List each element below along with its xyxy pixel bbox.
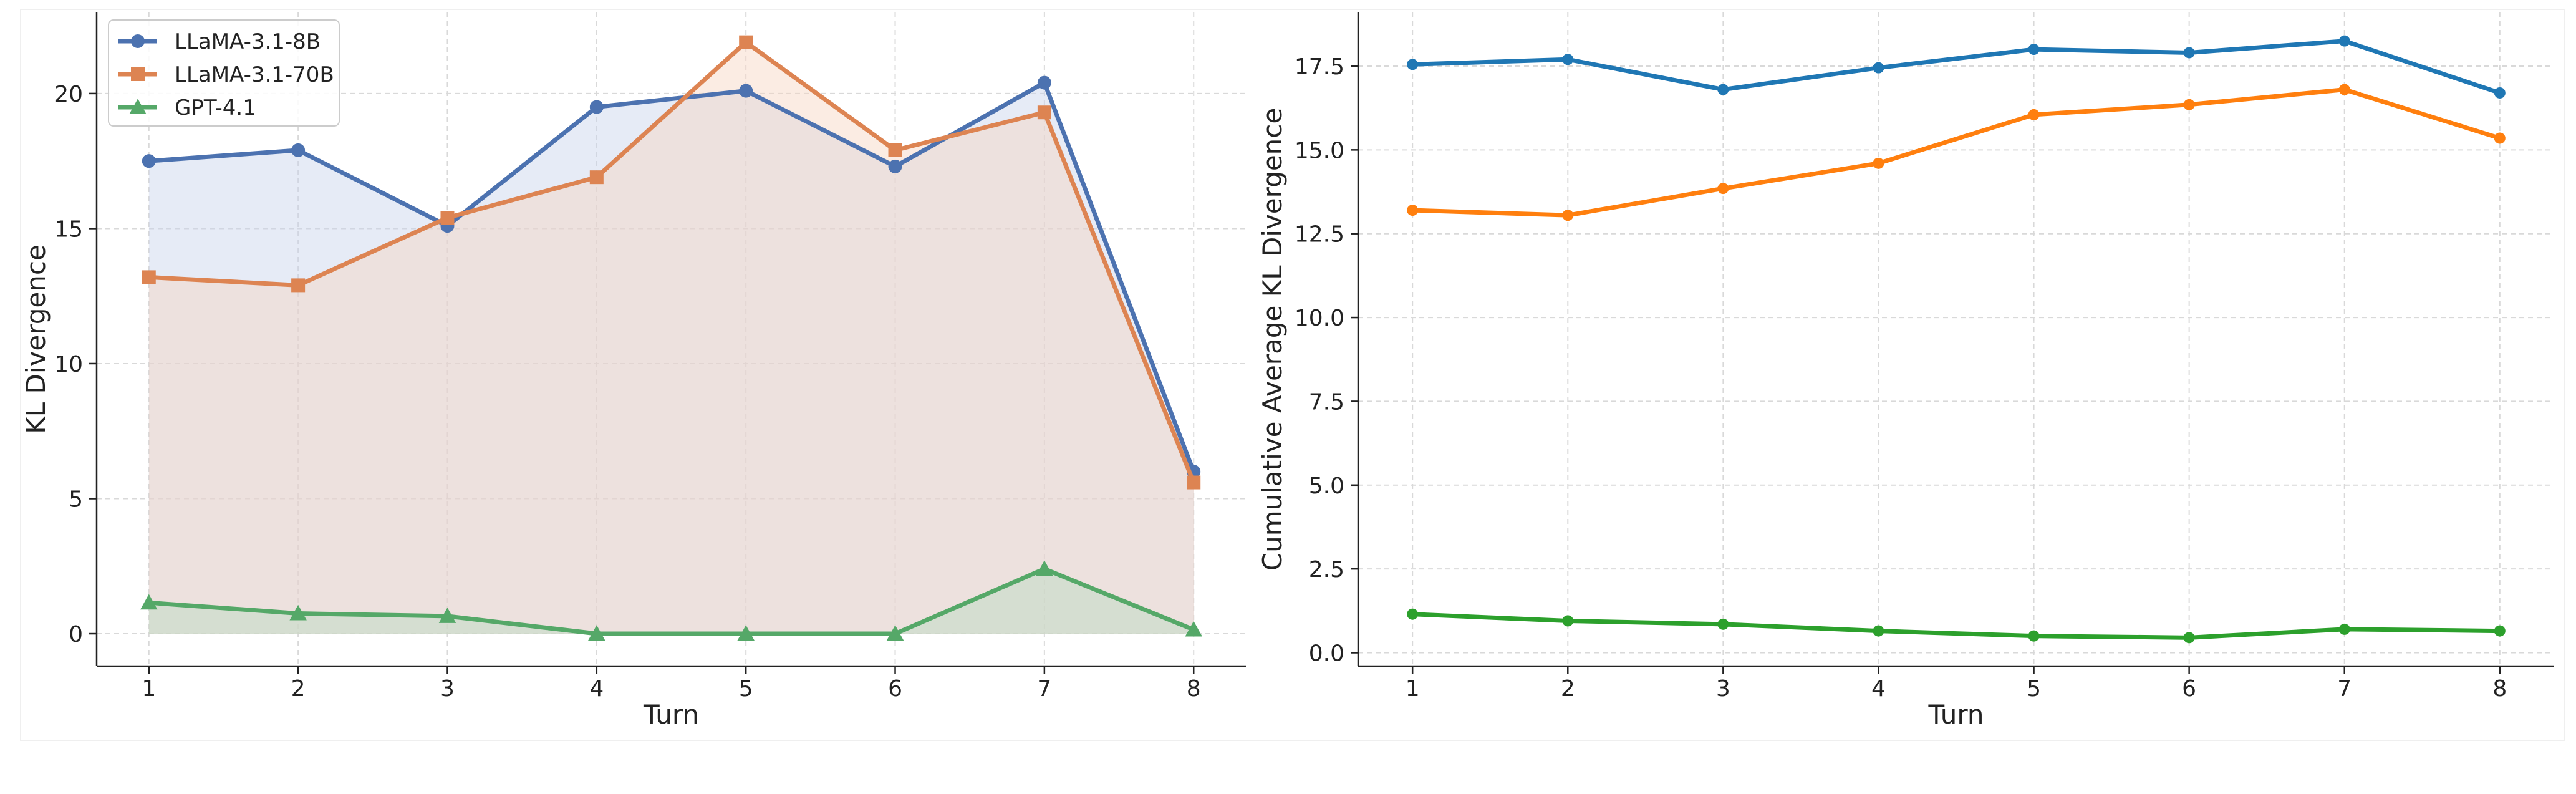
- data-point: [2338, 84, 2350, 95]
- data-point: [2494, 132, 2506, 144]
- data-point: [1037, 75, 1051, 90]
- x-tick-label: 1: [1406, 676, 1420, 702]
- data-point: [1562, 615, 1574, 627]
- y-tick-label: 0: [69, 622, 83, 647]
- series-line-1: [147, 80, 1196, 474]
- x-tick-label: 7: [2337, 676, 2352, 702]
- data-point: [739, 35, 753, 49]
- data-point: [739, 84, 753, 98]
- data-point: [1185, 621, 1202, 637]
- y-tick-label: 5.0: [1309, 473, 1344, 499]
- legend-marker: [131, 34, 145, 48]
- y-tick-label: 7.5: [1309, 389, 1344, 415]
- data-point: [888, 159, 902, 173]
- data-point: [2028, 630, 2040, 642]
- legend-label: LLaMA-3.1-8B: [175, 29, 321, 54]
- y-tick-label: 10: [54, 352, 83, 377]
- x-tick-label: 8: [2492, 676, 2507, 702]
- data-point: [1873, 62, 1884, 74]
- data-point: [2338, 35, 2350, 47]
- legend-box: [108, 19, 340, 127]
- data-point: [2028, 44, 2040, 56]
- y-tick-label: 0.0: [1309, 641, 1344, 667]
- x-tick-label: 5: [2027, 676, 2041, 702]
- y-tick-label: 20: [54, 82, 83, 107]
- data-point: [737, 625, 755, 641]
- x-tick-label: 3: [440, 676, 455, 702]
- data-point: [2183, 632, 2195, 644]
- legend-label: LLaMA-3.1-70B: [175, 62, 334, 87]
- y-tick-label: 10.0: [1295, 306, 1344, 331]
- series-line-1: [1410, 39, 2502, 95]
- x-tick-label: 7: [1037, 676, 1051, 702]
- data-point: [1407, 205, 1419, 216]
- x-tick-label: 6: [888, 676, 902, 702]
- x-axis-title: Turn: [643, 699, 699, 730]
- kl-divergence-chart: 1 2 3 4 5 6 7 8 0 5 10 15 20 Turn KL Divergence LLaMA-3…: [21, 12, 1246, 730]
- y-tick-label: 2.5: [1309, 557, 1344, 583]
- x-tick-label: 4: [1871, 676, 1886, 702]
- data-point: [2494, 87, 2506, 99]
- data-point: [1407, 59, 1419, 70]
- data-point: [1037, 105, 1051, 120]
- data-point: [2028, 109, 2040, 120]
- data-point: [2183, 47, 2195, 59]
- data-point: [1717, 84, 1729, 95]
- data-point: [1717, 618, 1729, 630]
- data-point: [1562, 54, 1574, 65]
- y-axis-title: Cumulative Average KL Divergence: [1257, 108, 1288, 571]
- data-point: [1036, 560, 1053, 576]
- data-point: [888, 143, 902, 157]
- series-line-2: [1410, 87, 2502, 218]
- legend-marker: [129, 99, 147, 114]
- series-line-2: [147, 40, 1196, 485]
- data-point: [589, 100, 604, 114]
- x-tick-label: 2: [1561, 676, 1575, 702]
- data-point: [1407, 608, 1419, 620]
- legend: LLaMA-3.1-8B LLaMA-3.1-70B GPT-4.1: [108, 19, 340, 127]
- series-line-3: [1410, 612, 2502, 640]
- figure-frame: [20, 9, 2565, 741]
- data-point: [291, 278, 306, 293]
- y-tick-label: 15.0: [1295, 138, 1344, 163]
- series-area-1: [148, 82, 1194, 634]
- legend-marker: [131, 67, 145, 81]
- data-point: [588, 625, 605, 641]
- x-tick-label: 1: [142, 676, 156, 702]
- data-point: [142, 154, 156, 168]
- data-point: [589, 170, 604, 185]
- series-line-3: [147, 566, 1196, 636]
- data-point: [2494, 625, 2506, 637]
- y-axis-title: KL Divergence: [21, 244, 51, 434]
- x-tick-label: 5: [739, 676, 753, 702]
- x-tick-label: 8: [1187, 676, 1201, 702]
- data-point: [289, 604, 307, 621]
- cumulative-kl-chart: 1 2 3 4 5 6 7 8 0.0 2.5 5.0 7.5 10.0 12.5 15.0 17.5 Turn…: [1257, 12, 2554, 730]
- data-point: [140, 594, 158, 610]
- legend-label: GPT-4.1: [175, 95, 256, 120]
- y-tick-label: 15: [54, 216, 83, 242]
- data-point: [291, 143, 306, 157]
- data-point: [142, 270, 156, 284]
- x-tick-label: 3: [1716, 676, 1730, 702]
- series-area-2: [148, 42, 1194, 634]
- x-tick-label: 2: [291, 676, 306, 702]
- data-point: [1873, 157, 1884, 169]
- data-point: [1873, 625, 1884, 637]
- x-axis-title: Turn: [1927, 699, 1984, 730]
- y-tick-label: 5: [69, 487, 83, 513]
- data-point: [1187, 475, 1201, 490]
- data-point: [886, 625, 904, 641]
- data-point: [2338, 623, 2350, 635]
- data-point: [1717, 183, 1729, 195]
- data-point: [2183, 99, 2195, 110]
- y-tick-label: 17.5: [1295, 54, 1344, 80]
- data-point: [438, 608, 456, 623]
- data-point: [440, 211, 455, 225]
- x-tick-label: 4: [589, 676, 604, 702]
- x-tick-label: 6: [2182, 676, 2196, 702]
- y-tick-label: 12.5: [1295, 222, 1344, 248]
- data-point: [1562, 210, 1574, 221]
